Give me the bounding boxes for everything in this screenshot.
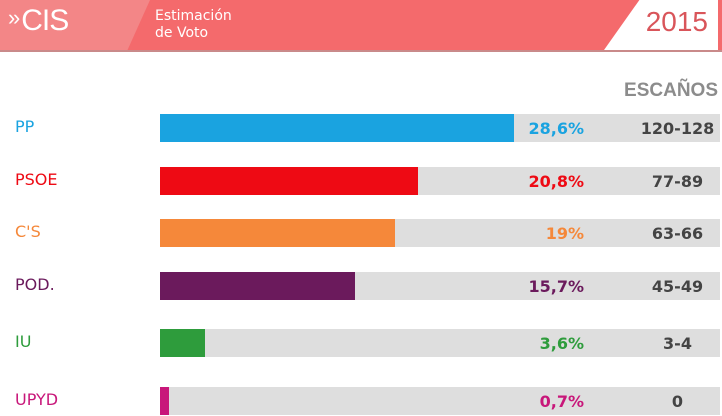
percent-label: 0,7% [539,392,584,411]
percent-label: 20,8% [528,172,584,191]
party-label: IU [15,332,32,351]
brand-logo: »CIS [8,4,69,38]
year-box: 2015 [604,0,722,50]
chart-row: PSOE 20,8% 77-89 [0,166,722,196]
bar-track: 20,8% 77-89 [160,167,720,195]
chart-subtitle: Estimación de Voto [155,8,232,42]
seats-label: 45-49 [651,277,704,296]
chart-row: POD. 15,7% 45-49 [0,271,722,301]
party-label: C'S [15,222,41,241]
bar [160,329,205,357]
header-left-panel [0,0,150,50]
party-label: UPYD [15,390,59,409]
header-banner: »CIS Estimación de Voto 2015 [0,0,722,52]
chart-row: C'S 19% 63-66 [0,218,722,248]
subtitle-line-1: Estimación [155,8,232,24]
year-label: 2015 [645,6,708,37]
percent-label: 19% [545,224,584,243]
bar-track: 3,6% 3-4 [160,329,720,357]
seats-label: 63-66 [651,224,704,243]
bar [160,387,169,415]
bar [160,167,418,195]
bar-track: 0,7% 0 [160,387,720,415]
seats-label: 77-89 [651,172,704,191]
chart-row: UPYD 0,7% 0 [0,386,722,416]
bar [160,272,355,300]
bar-track: 28,6% 120-128 [160,114,720,142]
seats-column-header: ESCAÑOS [624,80,718,101]
bar [160,114,515,142]
bar-track: 19% 63-66 [160,219,720,247]
seats-label: 0 [671,392,684,411]
bar-track: 15,7% 45-49 [160,272,720,300]
double-chevron-right-icon: » [8,5,20,30]
brand-text: CIS [21,4,69,37]
party-label: PP [15,117,35,136]
chart-row: PP 28,6% 120-128 [0,113,722,143]
percent-label: 3,6% [539,334,584,353]
bar [160,219,396,247]
percent-label: 28,6% [528,119,584,138]
percent-label: 15,7% [528,277,584,296]
chart-row: IU 3,6% 3-4 [0,328,722,358]
seats-label: 3-4 [663,334,692,353]
party-label: POD. [15,275,55,294]
subtitle-line-2: de Voto [155,25,209,41]
seats-label: 120-128 [640,119,715,138]
party-label: PSOE [15,170,58,189]
